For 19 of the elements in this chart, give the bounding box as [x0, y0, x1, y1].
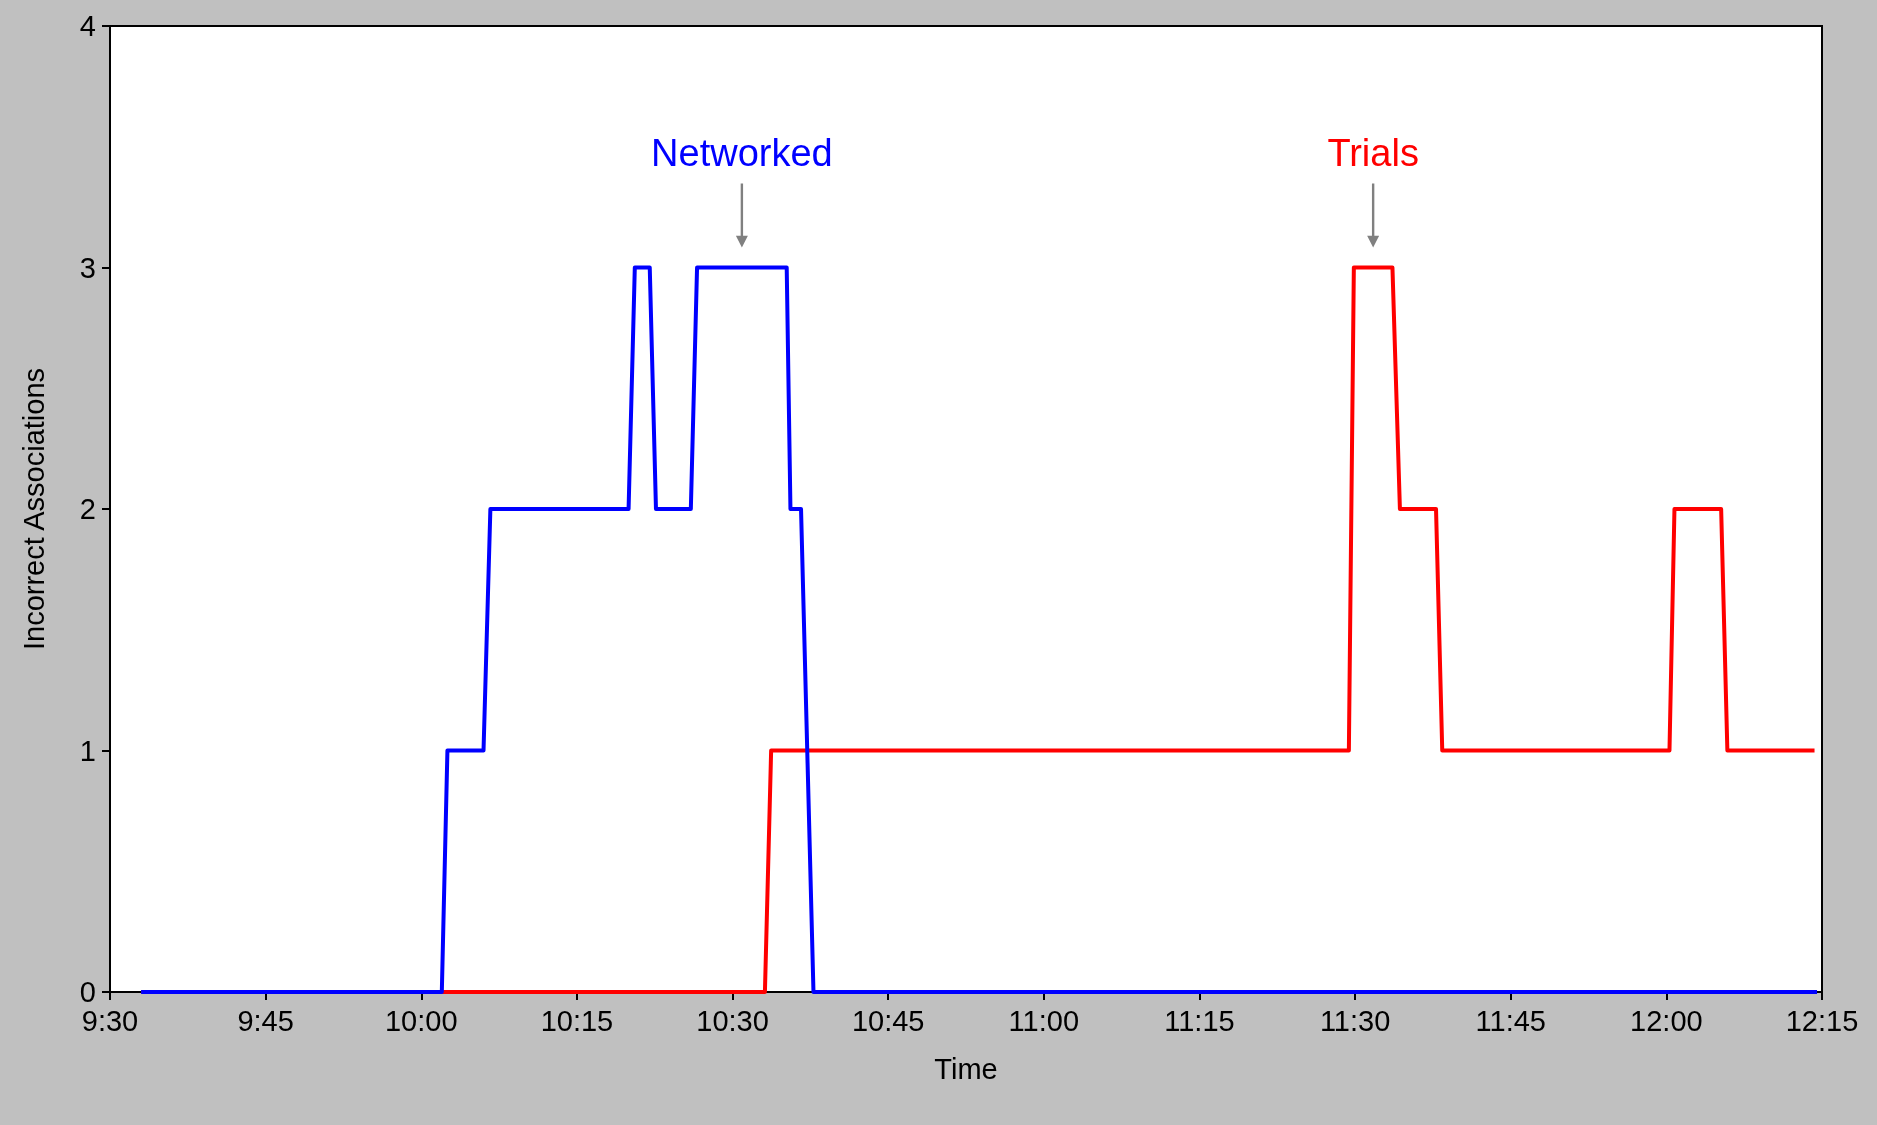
y-tick-label: 4 — [79, 10, 96, 42]
y-axis-title: Incorrect Associations — [17, 367, 50, 651]
x-tick-label: 12:00 — [1630, 1004, 1703, 1037]
x-axis-title: Time — [934, 1052, 998, 1085]
x-tick-label: 11:45 — [1475, 1004, 1546, 1037]
x-tick-label: 10:30 — [696, 1004, 769, 1037]
x-tick-label: 11:15 — [1164, 1004, 1235, 1037]
x-tick-label: 11:00 — [1008, 1004, 1080, 1037]
text: Trials — [1327, 131, 1419, 174]
y-tick-label: 1 — [79, 734, 96, 767]
x-tick-label: 10:00 — [384, 1004, 458, 1037]
x-tick-label: 11:30 — [1319, 1004, 1391, 1037]
x-tick-label: 12:15 — [1785, 1004, 1859, 1037]
x-tick-label: 10:45 — [851, 1004, 925, 1037]
y-tick-label: 2 — [79, 493, 96, 525]
y-tick-label: 3 — [79, 251, 96, 284]
x-tick-label: 10:15 — [540, 1004, 614, 1037]
text: Networked — [651, 131, 833, 174]
x-tick-label: 9:45 — [237, 1004, 294, 1037]
